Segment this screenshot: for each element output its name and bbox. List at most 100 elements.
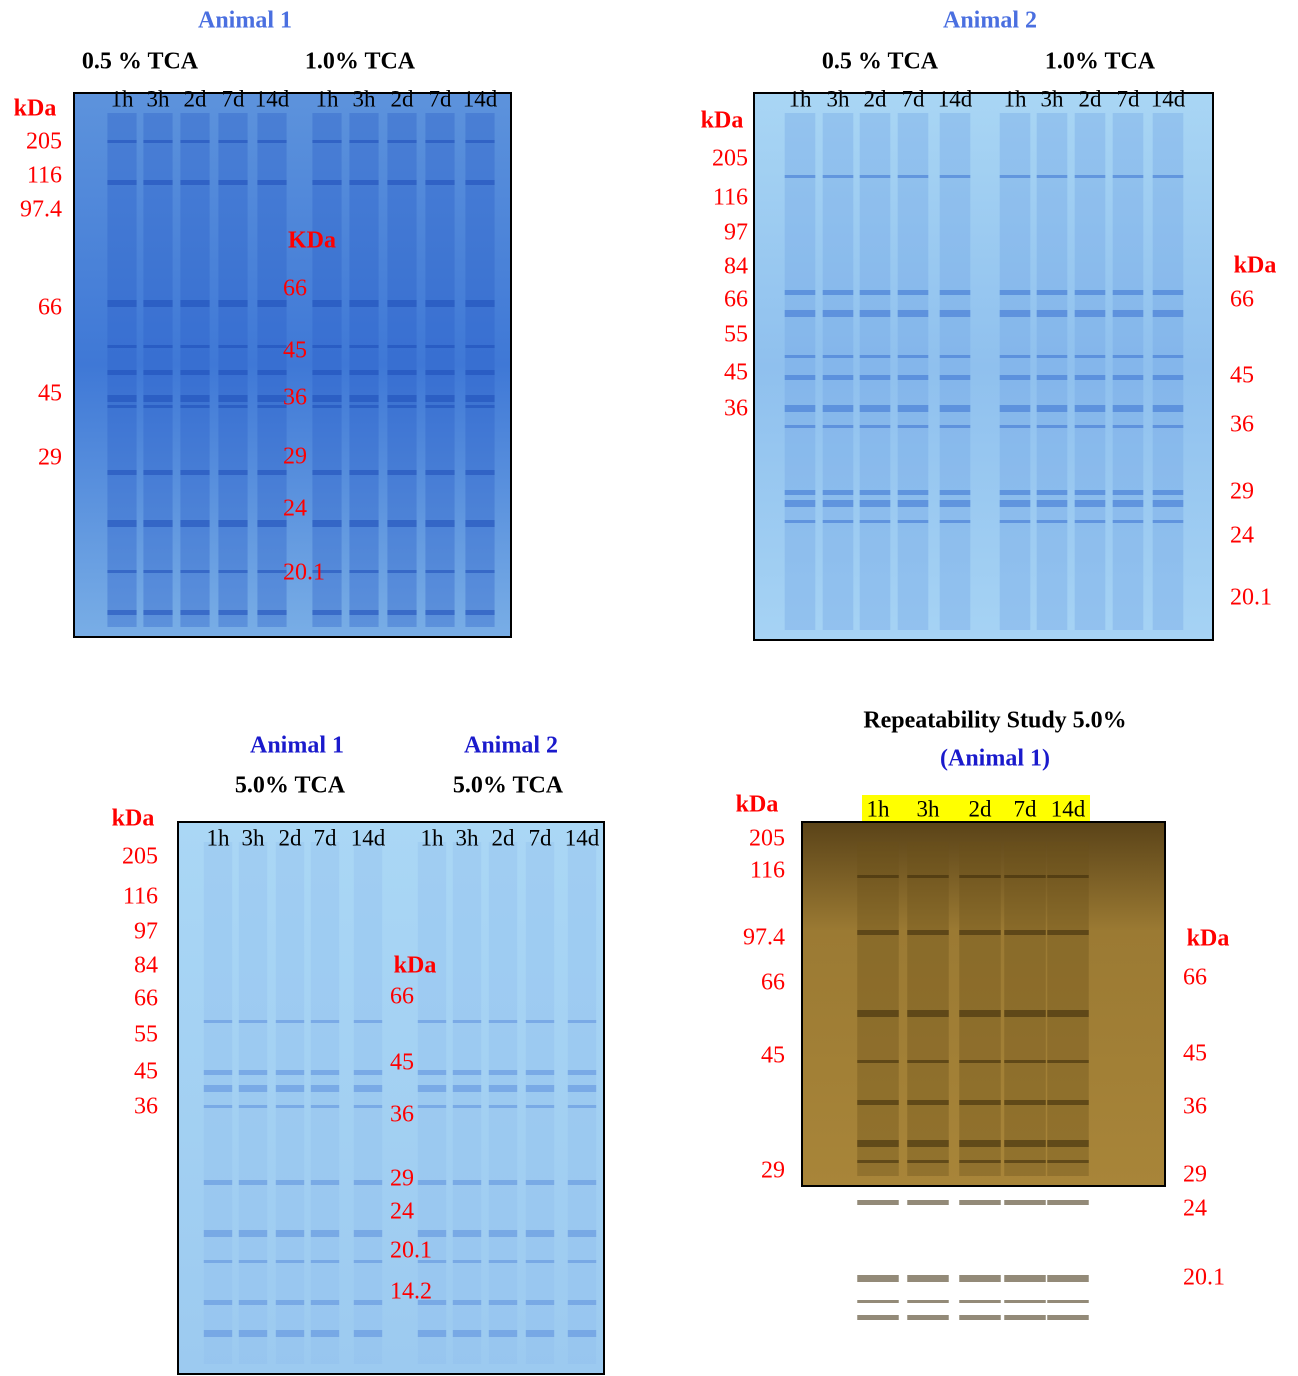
gel-band [218, 395, 248, 402]
lane-label: 3h [917, 796, 941, 821]
gel-band [425, 180, 455, 185]
marker-label: 66 [134, 986, 158, 1012]
gel-band [180, 405, 210, 408]
gel-band [238, 1020, 268, 1023]
marker-label: 29 [38, 445, 62, 471]
gel-band [1074, 490, 1106, 495]
gel-band [999, 405, 1031, 412]
group-label: 1.0% TCA [1045, 49, 1156, 75]
marker-label: 66 [38, 295, 62, 321]
gel-band [257, 370, 287, 375]
marker-label: 36 [283, 385, 307, 411]
gel-band [238, 1180, 268, 1185]
gel-band [907, 930, 949, 935]
gel-band [567, 1300, 597, 1305]
gel-band [1036, 490, 1068, 495]
gel-band [939, 500, 971, 507]
gel-band [349, 300, 379, 307]
gel-band [859, 310, 891, 317]
lane-label: 14d [938, 86, 973, 111]
lane-label: 2d [969, 796, 993, 821]
gel-band [425, 570, 455, 573]
gel-band [822, 375, 854, 380]
gel-band [488, 1020, 518, 1023]
lane-label: 7d [429, 86, 453, 111]
gel-band [1152, 425, 1184, 428]
marker-label: 97 [134, 919, 158, 945]
lane-label: 7d [902, 86, 926, 111]
group-label: 0.5 % TCA [822, 49, 939, 75]
gel-band [452, 1020, 482, 1023]
gel-band [1047, 1200, 1089, 1205]
gel-band [417, 1300, 447, 1305]
gel-band [897, 500, 929, 507]
gel-band [465, 470, 495, 475]
gel-lane [1036, 113, 1068, 630]
gel-band [417, 1070, 447, 1075]
gel-band [312, 300, 342, 307]
gel-band [857, 1100, 899, 1105]
gel-band [275, 1260, 305, 1263]
gel-band [257, 345, 287, 348]
gel-band [822, 290, 854, 295]
gel-band [857, 1010, 899, 1017]
gel-band [275, 1300, 305, 1305]
gel-band [143, 345, 173, 348]
gel-band [452, 1105, 482, 1108]
gel-band [907, 1010, 949, 1017]
gel-band [822, 520, 854, 523]
gel-band [784, 375, 816, 380]
gel-band [1112, 375, 1144, 380]
gel-band [897, 520, 929, 523]
gel-band [488, 1260, 518, 1263]
gel-band [180, 570, 210, 573]
gel-band [1004, 930, 1046, 935]
lane-label: 14d [1051, 796, 1086, 821]
marker-label: 97 [724, 220, 748, 246]
gel-band [859, 290, 891, 295]
gel-band [939, 175, 971, 178]
gel-band [567, 1020, 597, 1023]
gel-band [353, 1105, 383, 1108]
gel-band [107, 140, 137, 143]
gel-band [310, 1330, 340, 1337]
gel-band [1047, 1160, 1089, 1163]
gel-band [567, 1260, 597, 1263]
gel-band [1047, 930, 1089, 935]
gel-band [353, 1230, 383, 1237]
gel-band [238, 1230, 268, 1237]
gel-band [857, 1140, 899, 1147]
gel-band [275, 1070, 305, 1075]
gel-band [1112, 425, 1144, 428]
gel-band [218, 405, 248, 408]
gel-band [310, 1085, 340, 1092]
gel-band [465, 345, 495, 348]
marker-label: 205 [749, 826, 785, 852]
gel-band [425, 140, 455, 143]
gel-band [310, 1180, 340, 1185]
gel-band [312, 180, 342, 185]
gel-band [107, 470, 137, 475]
gel-band [525, 1300, 555, 1305]
gel-band [784, 310, 816, 317]
gel-band [312, 395, 342, 402]
gel-band [143, 395, 173, 402]
gel [801, 821, 1166, 1187]
gel-band [1004, 875, 1046, 878]
gel-band [312, 370, 342, 375]
gel-band [218, 470, 248, 475]
gel-band [465, 300, 495, 307]
gel-band [1047, 1100, 1089, 1105]
gel-band [452, 1230, 482, 1237]
gel-lane [822, 113, 854, 630]
gel-band [310, 1070, 340, 1075]
gel-band [525, 1180, 555, 1185]
gel-lane [203, 842, 233, 1364]
gel-band [1152, 490, 1184, 495]
gel-band [143, 140, 173, 143]
gel-band [203, 1330, 233, 1337]
gel-band [1152, 355, 1184, 358]
gel-band [784, 520, 816, 523]
marker-label: 55 [724, 322, 748, 348]
gel-band [465, 140, 495, 143]
